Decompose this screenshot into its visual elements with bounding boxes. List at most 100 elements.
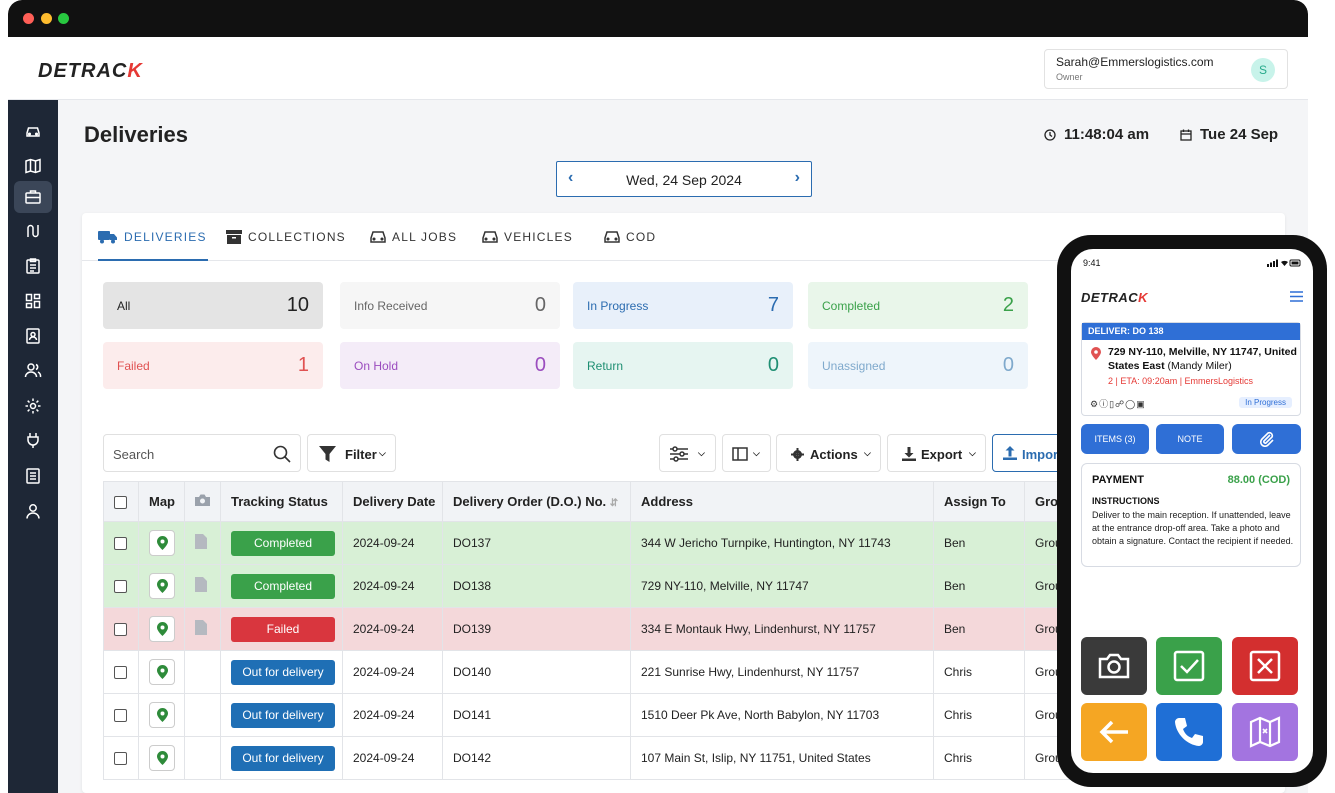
car-icon[interactable] (14, 115, 52, 147)
selected-date[interactable]: Wed, 24 Sep 2024 (626, 172, 742, 188)
filter-icon (319, 446, 336, 462)
status-filter-return[interactable]: Return 0 (573, 342, 793, 389)
column-header-address[interactable]: Address (630, 481, 934, 522)
settings-icon[interactable] (14, 390, 52, 422)
assign-to-cell: Chris (933, 736, 1025, 780)
document-icon[interactable] (195, 534, 207, 549)
address-cell: 729 NY-110, Melville, NY 11747 (630, 564, 934, 608)
tab-cod[interactable]: COD (604, 213, 656, 261)
status-badge[interactable]: Completed (231, 573, 335, 599)
status-filter-label: Completed (822, 299, 881, 313)
map-pin-icon[interactable] (149, 616, 175, 642)
map-cell (138, 521, 185, 565)
do-number-cell: DO140 (442, 650, 631, 694)
filter-button[interactable]: Filter ⌵ (307, 434, 396, 472)
row-checkbox[interactable] (103, 650, 139, 694)
search-input[interactable]: Search (103, 434, 301, 472)
document-icon[interactable] (195, 577, 207, 592)
status-filter-info-received[interactable]: Info Received 0 (340, 282, 560, 329)
status-badge[interactable]: Completed (231, 530, 335, 556)
status-badge[interactable]: Failed (231, 616, 335, 642)
close-action-button[interactable] (1232, 637, 1298, 695)
camera-action-button[interactable] (1081, 637, 1147, 695)
back-arrow-action-button[interactable] (1081, 703, 1147, 761)
job-header: DELIVER: DO 138 (1082, 323, 1300, 340)
column-header-delivery-date[interactable]: Delivery Date (342, 481, 443, 522)
status-filter-on-hold[interactable]: On Hold 0 (340, 342, 560, 389)
detrack-logo[interactable]: DETRACK (38, 60, 143, 82)
row-checkbox[interactable] (103, 607, 139, 651)
signal-battery-icon (1267, 259, 1301, 267)
chevron-down-icon: ⌵ (864, 448, 871, 458)
map-pin-icon[interactable] (149, 659, 175, 685)
actions-button[interactable]: Actions ⌵ (776, 434, 881, 472)
hamburger-menu-icon[interactable] (1290, 291, 1303, 302)
tab-collections[interactable]: COLLECTIONS (226, 213, 346, 261)
map-icon (1249, 716, 1281, 748)
status-filter-failed[interactable]: Failed 1 (103, 342, 323, 389)
sort-icon[interactable]: ⇵ (609, 498, 619, 509)
users-icon[interactable] (14, 354, 52, 386)
status-filter-unassigned[interactable]: Unassigned 0 (808, 342, 1028, 389)
status-filter-all[interactable]: All 10 (103, 282, 323, 329)
status-badge[interactable]: Out for delivery (231, 702, 335, 728)
previous-date-button[interactable]: ‹ (568, 169, 574, 186)
column-header-do-number[interactable]: Delivery Order (D.O.) No. ⇵ (442, 481, 631, 522)
attachment-button[interactable] (1232, 424, 1301, 454)
person-icon[interactable] (14, 495, 52, 527)
export-button[interactable]: Export ⌵ (887, 434, 986, 472)
clipboard-icon[interactable] (14, 250, 52, 282)
map-cell (138, 693, 185, 737)
column-header-tracking-status[interactable]: Tracking Status (220, 481, 343, 522)
instructions-text: Deliver to the main reception. If unatte… (1092, 510, 1294, 546)
minimize-window-button[interactable] (41, 13, 52, 24)
do-number-cell: DO138 (442, 564, 631, 608)
column-header-assign-to[interactable]: Assign To (933, 481, 1025, 522)
status-badge[interactable]: Out for delivery (231, 745, 335, 771)
date-navigator: ‹ Wed, 24 Sep 2024 › (556, 161, 812, 197)
items-button[interactable]: ITEMS (3) (1081, 424, 1149, 454)
map-pin-icon[interactable] (149, 702, 175, 728)
document-icon[interactable] (195, 620, 207, 635)
map-icon[interactable] (14, 150, 52, 182)
view-layout-button[interactable]: ⌵ (722, 434, 771, 472)
assign-to-cell: Ben (933, 607, 1025, 651)
map-pin-icon[interactable] (149, 573, 175, 599)
chevron-down-icon: ⌵ (379, 448, 386, 458)
row-checkbox[interactable] (103, 521, 139, 565)
plug-icon[interactable] (14, 424, 52, 456)
car-icon (482, 231, 498, 243)
columns-settings-button[interactable]: ⌵ (659, 434, 716, 472)
next-date-button[interactable]: › (794, 169, 800, 186)
tab-deliveries[interactable]: DELIVERIES (98, 213, 208, 261)
route-icon[interactable] (14, 215, 52, 247)
close-window-button[interactable] (23, 13, 34, 24)
row-checkbox[interactable] (103, 564, 139, 608)
status-badge[interactable]: Out for delivery (231, 659, 335, 685)
phone-action-button[interactable] (1156, 703, 1222, 761)
map-action-button[interactable] (1232, 703, 1298, 761)
pod-cell (184, 521, 221, 565)
user-menu[interactable]: Sarah@Emmerslogistics.com Owner S (1044, 49, 1288, 89)
check-action-button[interactable] (1156, 637, 1222, 695)
note-button[interactable]: NOTE (1156, 424, 1224, 454)
status-filter-completed[interactable]: Completed 2 (808, 282, 1028, 329)
pod-cell (184, 564, 221, 608)
tab-vehicles[interactable]: VEHICLES (482, 213, 573, 261)
check-icon (1173, 650, 1205, 682)
close-icon (1249, 650, 1281, 682)
tab-all-jobs[interactable]: ALL JOBS (370, 213, 457, 261)
briefcase-icon[interactable] (14, 181, 52, 213)
dashboard-icon[interactable] (14, 285, 52, 317)
map-pin-icon[interactable] (149, 530, 175, 556)
map-pin-icon[interactable] (149, 745, 175, 771)
column-header-map[interactable]: Map (138, 481, 185, 522)
maximize-window-button[interactable] (58, 13, 69, 24)
job-card[interactable]: DELIVER: DO 138 729 NY-110, Melville, NY… (1081, 322, 1301, 416)
status-filter-in-progress[interactable]: In Progress 7 (573, 282, 793, 329)
select-all-checkbox[interactable] (103, 481, 139, 522)
row-checkbox[interactable] (103, 736, 139, 780)
document-icon[interactable] (14, 460, 52, 492)
row-checkbox[interactable] (103, 693, 139, 737)
contact-book-icon[interactable] (14, 320, 52, 352)
